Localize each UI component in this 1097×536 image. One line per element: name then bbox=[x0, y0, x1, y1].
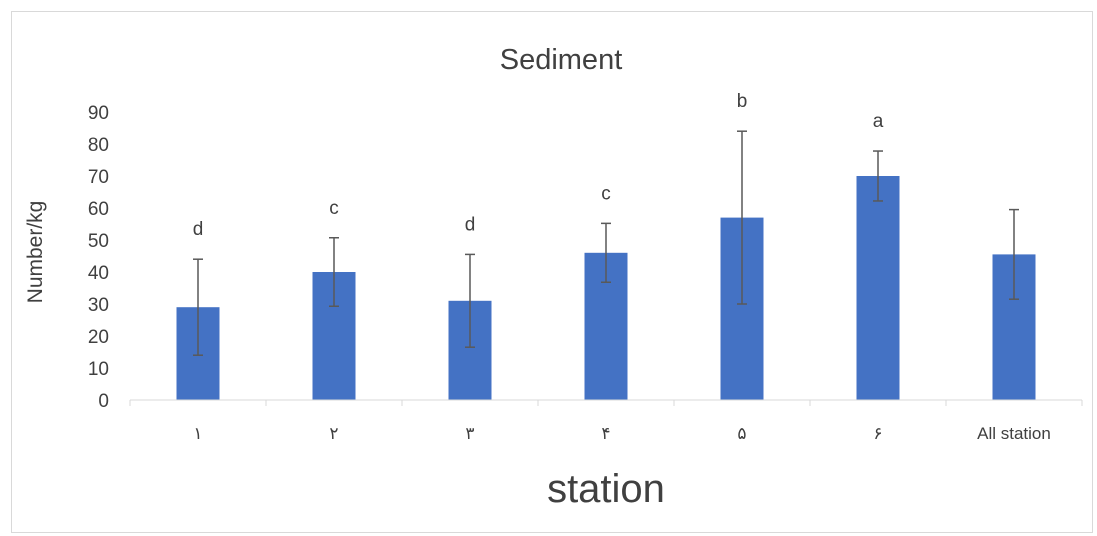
y-tick-label: 70 bbox=[88, 167, 109, 188]
error-bar bbox=[465, 253, 475, 348]
error-bars bbox=[193, 130, 1019, 356]
chart-frame bbox=[11, 11, 1093, 533]
y-tick-label: 60 bbox=[88, 199, 109, 220]
bar bbox=[856, 176, 900, 400]
error-bar bbox=[329, 237, 339, 307]
significance-label: c bbox=[601, 183, 611, 204]
y-tick-label: 40 bbox=[88, 263, 109, 284]
y-tick-label: 0 bbox=[98, 391, 109, 412]
y-tick-label: 10 bbox=[88, 359, 109, 380]
x-tick-label: ۲ bbox=[329, 424, 338, 443]
significance-label: d bbox=[193, 219, 204, 240]
y-axis-ticks: 0 10 20 30 40 50 60 70 80 90 bbox=[88, 103, 109, 412]
y-tick-label: 50 bbox=[88, 231, 109, 252]
error-bar bbox=[193, 258, 203, 356]
error-bar bbox=[873, 150, 883, 202]
x-tick-label: All station bbox=[977, 424, 1051, 443]
x-tick-label: ۴ bbox=[601, 424, 610, 443]
x-tick-label: ۱ bbox=[193, 424, 202, 443]
x-tick-label: ۶ bbox=[873, 424, 882, 443]
y-tick-label: 30 bbox=[88, 295, 109, 316]
error-bar bbox=[737, 130, 747, 305]
significance-label: d bbox=[465, 214, 476, 235]
x-tick-label: ۳ bbox=[465, 424, 474, 443]
bars bbox=[176, 176, 1036, 400]
significance-label: b bbox=[737, 91, 748, 112]
x-axis-ticks: ۱ ۲ ۳ ۴ ۵ ۶ All station bbox=[129, 400, 1083, 443]
significance-label: c bbox=[329, 198, 339, 219]
error-bar bbox=[1009, 208, 1019, 300]
y-axis-label: Number/kg bbox=[24, 201, 47, 304]
x-tick-label: ۵ bbox=[737, 424, 746, 443]
error-bar bbox=[601, 222, 611, 283]
chart-title: Sediment bbox=[500, 44, 623, 76]
y-tick-label: 20 bbox=[88, 327, 109, 348]
significance-label: a bbox=[873, 111, 884, 132]
y-tick-label: 80 bbox=[88, 135, 109, 156]
x-axis-label: station bbox=[547, 467, 665, 511]
significance-labels: d c d c b a bbox=[193, 91, 884, 240]
y-tick-label: 90 bbox=[88, 103, 109, 124]
